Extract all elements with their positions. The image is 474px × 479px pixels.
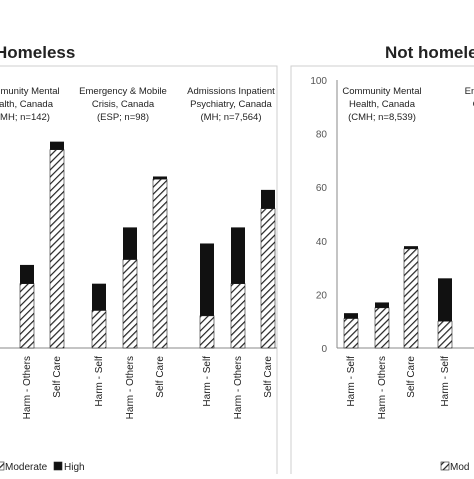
group-label-line: Community Mental bbox=[342, 86, 421, 97]
bar-high bbox=[375, 302, 389, 308]
category-tick-label: Harm - Others bbox=[125, 356, 136, 419]
group-label-line: Psychiatry, Canada bbox=[190, 99, 272, 110]
group-label-line: Health, Canada bbox=[349, 99, 416, 110]
bar-group: Emergency & Mobile Crisis, Canada (ESP; n=… bbox=[79, 86, 168, 419]
bar-moderate bbox=[403, 248, 419, 349]
bar-high bbox=[153, 176, 167, 180]
legend-swatch bbox=[53, 461, 63, 471]
panel-title: Not homeless bbox=[385, 43, 474, 62]
bar-high bbox=[344, 313, 358, 319]
bar-group: Community Mental Health, Canada (CMH; n=8,… bbox=[342, 86, 421, 419]
legend-entry: Moderate bbox=[5, 462, 48, 473]
panel-homeless: Homeless Community Mental Health, Canada (C… bbox=[0, 43, 278, 479]
category-tick-label: Harm - Self bbox=[0, 356, 2, 407]
legend-entry: High bbox=[64, 462, 85, 473]
category-tick-label: Self Care bbox=[263, 356, 274, 398]
group-label-line: C bbox=[473, 99, 474, 110]
bar-high bbox=[123, 227, 137, 260]
bar-high bbox=[50, 141, 64, 150]
bar-moderate bbox=[91, 310, 107, 349]
bar-high bbox=[200, 243, 214, 316]
category-tick-label: Harm - Others bbox=[22, 356, 33, 419]
category-tick-label: Harm - Self bbox=[202, 356, 213, 407]
category-tick-label: Self Care bbox=[52, 356, 63, 398]
group-label-line: (MH; n=7,564) bbox=[201, 112, 262, 123]
panel-title: Homeless bbox=[0, 43, 75, 62]
category-tick-label: Harm - Others bbox=[233, 356, 244, 419]
bar-group: Emer C Harm - Self bbox=[437, 86, 474, 407]
group-label-line: Admissions Inpatient bbox=[187, 86, 275, 97]
y-tick-label: 40 bbox=[316, 237, 328, 248]
legend-swatch bbox=[440, 461, 450, 471]
category-tick-label: Harm - Self bbox=[94, 356, 105, 407]
bar-high bbox=[92, 283, 106, 311]
group-label-line: (CMH; n=142) bbox=[0, 112, 50, 123]
category-tick-label: Harm - Self bbox=[346, 356, 357, 407]
y-tick-label: 0 bbox=[321, 344, 327, 355]
bar-high bbox=[438, 278, 452, 322]
bar-moderate bbox=[19, 283, 35, 349]
group-label-line: Emer bbox=[465, 86, 474, 97]
bar-high bbox=[20, 264, 34, 284]
y-tick-label: 100 bbox=[310, 76, 327, 87]
category-tick-label: Harm - Self bbox=[440, 356, 451, 407]
bar-moderate bbox=[260, 208, 276, 349]
y-tick-label: 80 bbox=[316, 130, 328, 141]
bar-group: Community Mental Health, Canada (CMH; n=14… bbox=[0, 86, 65, 419]
bar-high bbox=[231, 227, 245, 284]
bar-moderate bbox=[374, 307, 390, 349]
bar-high bbox=[261, 189, 275, 209]
group-label-line: Community Mental bbox=[0, 86, 60, 97]
group-label-line: Emergency & Mobile bbox=[79, 86, 167, 97]
legend-swatch bbox=[0, 461, 5, 471]
bar-moderate bbox=[343, 318, 359, 349]
bar-moderate bbox=[122, 259, 138, 349]
legend-entry: Mod bbox=[450, 462, 469, 473]
bar-high bbox=[404, 246, 418, 249]
group-label-line: Health, Canada bbox=[0, 99, 54, 110]
panel-not-homeless: Not homeless 0 20 40 60 80 100 Community Mental… bbox=[290, 43, 474, 479]
y-tick-label: 60 bbox=[316, 183, 328, 194]
bar-moderate bbox=[230, 283, 246, 349]
bar-group: Admissions Inpatient Psychiatry, Canada (M… bbox=[187, 86, 276, 419]
panel-border bbox=[0, 65, 278, 479]
category-tick-label: Self Care bbox=[155, 356, 166, 398]
bar-moderate bbox=[152, 178, 168, 349]
bar-moderate bbox=[199, 315, 215, 349]
bar-moderate bbox=[49, 149, 65, 349]
group-label-line: Crisis, Canada bbox=[92, 99, 155, 110]
category-tick-label: Self Care bbox=[406, 356, 417, 398]
group-label-line: (ESP; n=98) bbox=[97, 112, 149, 123]
panel-border bbox=[290, 65, 474, 479]
bar-moderate bbox=[437, 320, 453, 349]
y-tick-label: 20 bbox=[316, 290, 328, 301]
category-tick-label: Harm - Others bbox=[377, 356, 388, 419]
group-label-line: (CMH; n=8,539) bbox=[348, 112, 416, 123]
